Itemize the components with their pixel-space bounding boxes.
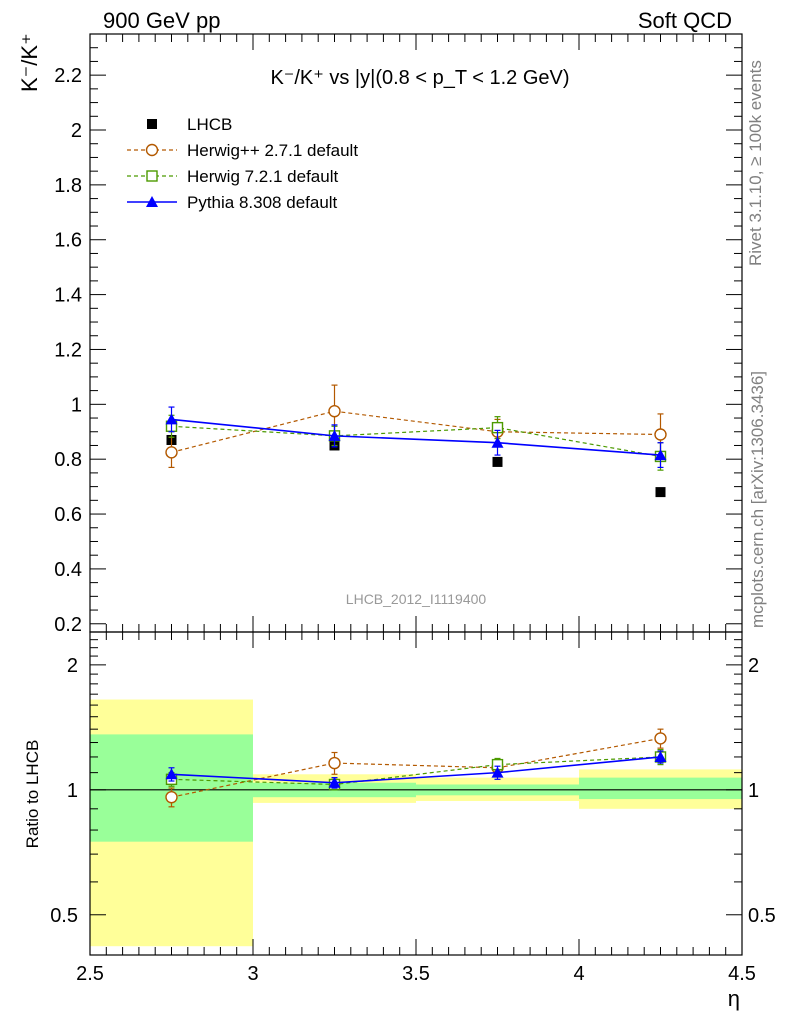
y-tick-label: 1.8: [54, 175, 82, 197]
pythia-8308-line: [171, 418, 661, 456]
ratio-herwigpp-271-point: [165, 790, 178, 804]
y-tick-label: 1.4: [54, 285, 82, 307]
ratio-pythia-8308-line: [171, 756, 661, 784]
ratio-herwigpp-271-point: [654, 732, 667, 745]
pythia-8308-point: [491, 436, 504, 448]
x-tick-label: 3.5: [402, 963, 430, 985]
pythia-8308-point: [654, 449, 667, 461]
ratio-y-tick-label-right: 0.5: [748, 905, 776, 927]
x-tick-label: 4.5: [728, 963, 756, 985]
x-axis-label: η: [728, 986, 740, 1011]
legend-marker-pythia-8308: [146, 196, 158, 207]
ratio-y-tick-label: 0.5: [50, 905, 78, 927]
legend-marker-lhcb: [147, 119, 157, 129]
lhcb-point: [655, 487, 666, 498]
legend-label-herwigpp-271: Herwig++ 2.7.1 default: [187, 141, 358, 160]
legend-marker-herwigpp-271: [145, 143, 159, 157]
y-tick-label: 1.2: [54, 339, 82, 361]
ratio-y-tick-label-right: 2: [748, 655, 759, 677]
herwigpp-271-point: [328, 404, 341, 418]
pythia-8308-point: [165, 413, 178, 425]
herwigpp-271-point: [654, 428, 667, 441]
ratio-y-axis-label: Ratio to LHCB: [23, 740, 42, 849]
ratio-pythia-8308-point: [328, 776, 341, 788]
ratio-herwigpp-271-point: [328, 756, 341, 770]
y-tick-label: 1.6: [54, 230, 82, 252]
x-tick-label: 2.5: [76, 963, 104, 985]
legend-label-lhcb: LHCB: [187, 115, 232, 134]
y-tick-label: 0.6: [54, 504, 82, 526]
herwig-721-line: [171, 425, 661, 458]
ratio-pythia-8308-point: [491, 766, 504, 778]
legend-label-pythia-8308: Pythia 8.308 default: [187, 193, 338, 212]
lhcb-point: [492, 456, 503, 467]
ratio-herwig-721-line: [171, 756, 661, 786]
ratio-pythia-8308-point: [654, 750, 667, 762]
y-tick-label: 2.2: [54, 65, 82, 87]
x-tick-label: 3: [247, 963, 258, 985]
ratio-pythia-8308-point: [165, 768, 178, 780]
legend-label-herwig-721: Herwig 7.2.1 default: [187, 167, 338, 186]
ratio-y-tick-label-right: 1: [748, 780, 759, 802]
x-tick-label: 4: [573, 963, 584, 985]
ratio-inner-band: [579, 777, 742, 800]
ratio-y-tick-label: 1: [67, 780, 78, 802]
header-left-label: 900 GeV pp: [103, 8, 221, 33]
analysis-watermark: LHCB_2012_I1119400: [346, 591, 487, 607]
herwigpp-271-line: [171, 410, 661, 453]
header-right-label: Soft QCD: [637, 8, 732, 33]
y-tick-label: 0.2: [54, 614, 82, 636]
herwigpp-271-point: [165, 446, 178, 459]
pythia-8308-point: [328, 429, 341, 441]
y-tick-label: 0.4: [54, 559, 82, 581]
ratio-herwigpp-271-line: [171, 737, 661, 798]
y-tick-label: 1: [71, 394, 82, 416]
y-tick-label: 0.8: [54, 449, 82, 471]
y-tick-label: 2: [71, 120, 82, 142]
ratio-y-tick-label: 2: [67, 655, 78, 677]
legend-marker-herwig-721: [146, 170, 158, 182]
chart-title: K⁻/K⁺ vs |y|(0.8 < p_T < 1.2 GeV): [270, 67, 569, 89]
y-axis-label: K⁻/K⁺: [17, 33, 42, 92]
